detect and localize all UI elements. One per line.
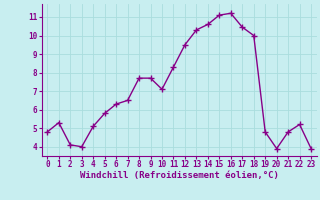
X-axis label: Windchill (Refroidissement éolien,°C): Windchill (Refroidissement éolien,°C)	[80, 171, 279, 180]
